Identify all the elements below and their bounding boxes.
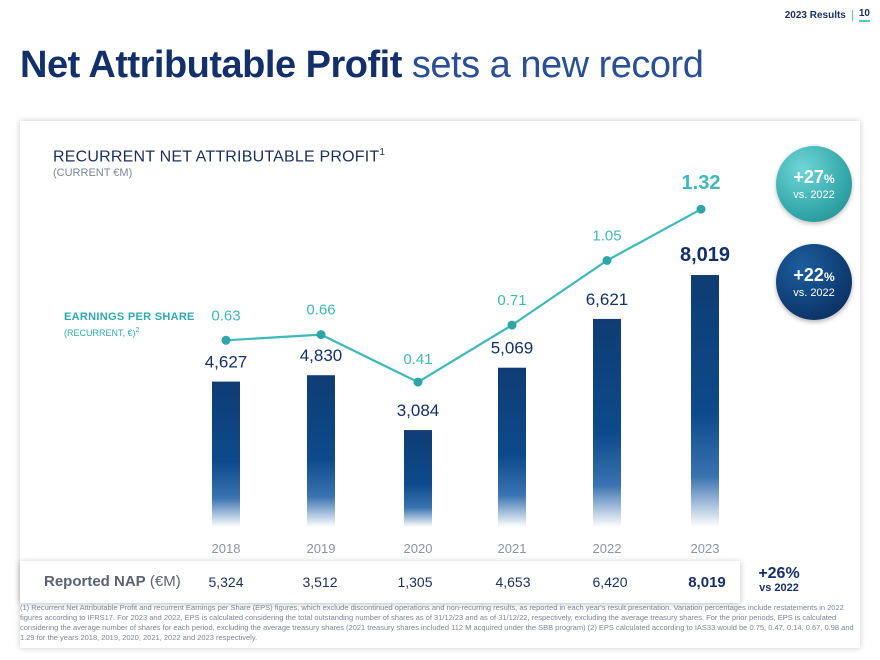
reported-nap-value: 4,653 [495,574,531,590]
bar-value-label: 3,084 [397,401,440,420]
bar-value-label: 4,627 [205,353,248,372]
eps-point [507,320,517,330]
bar-series [212,275,719,527]
page-title-light: sets a new record [411,44,704,86]
eps-value-label: 1.32 [682,172,721,194]
bar [212,381,240,527]
bar [593,318,621,527]
x-tick-label: 2019 [307,541,336,556]
section-label: 2023 Results [784,9,846,21]
page-title: Net Attributable Profit sets a new recor… [20,44,704,87]
nap-growth-caption: vs. 2022 [793,286,835,299]
bar [691,275,719,527]
eps-growth-value: +27 [793,166,824,187]
reported-nap-strip [20,561,740,603]
nap-growth-value-row: +22% [793,265,834,287]
eps-growth-unit: % [823,171,835,186]
reported-nap-label-unit: (€M) [145,573,181,590]
reported-nap-value-latest: 8,019 [688,574,726,591]
chart-title: RECURRENT NET ATTRIBUTABLE PROFIT1 [53,147,385,166]
bar [404,430,432,527]
bar-value-label: 6,621 [586,290,629,309]
eps-value-label: 0.71 [497,292,526,309]
page-title-bold: Net Attributable Profit [20,44,402,86]
eps-legend-label: EARNINGS PER SHARE [64,311,195,323]
eps-growth-badge: +27% vs. 2022 [776,146,852,222]
eps-point [602,256,612,265]
nap-growth-badge: +22% vs. 2022 [776,244,852,320]
reported-nap-value: 5,324 [208,574,244,590]
eps-value-label: 0.63 [211,307,240,324]
eps-point [696,204,706,214]
x-axis-ticks: 2018 2019 2020 2021 2022 2023 [212,541,720,556]
bar-value-label: 4,830 [300,346,343,365]
x-tick-label: 2021 [498,541,527,556]
eps-line [225,208,702,384]
bar-labels: 4,627 4,830 3,084 5,069 6,621 8,019 [205,244,730,420]
chart-panel: RECURRENT NET ATTRIBUTABLE PROFIT1 (CURR… [20,121,860,648]
reported-nap-label-bold: Reported NAP [44,573,146,590]
eps-growth-value-row: +27% [793,167,834,189]
meta-divider [851,9,853,21]
eps-legend-sublabel-text: (RECURRENT, €) [64,328,136,338]
eps-legend-sublabel: (RECURRENT, €)2 [64,327,139,338]
reported-nap-value: 3,512 [302,574,338,590]
eps-point [221,335,231,345]
eps-value-label: 1.05 [592,228,621,245]
reported-nap-label: Reported NAP (€M) [44,573,181,590]
page-meta: 2023 Results 10 [785,8,870,22]
eps-point [413,377,423,387]
chart-subtitle: (CURRENT €M) [53,167,133,179]
chart-title-text: RECURRENT NET ATTRIBUTABLE PROFIT [53,148,380,166]
bar-value-label: 8,019 [680,244,730,266]
page-number: 10 [858,8,870,22]
eps-value-label: 0.66 [306,302,335,319]
x-tick-label: 2023 [691,541,720,556]
eps-point [316,330,326,340]
eps-value-label: 0.41 [403,351,432,368]
x-tick-label: 2018 [212,541,241,556]
reported-nap-growth-caption: vs 2022 [759,582,799,594]
nap-growth-unit: % [823,269,835,284]
eps-labels: 0.63 0.66 0.41 0.71 1.05 1.32 [211,172,720,368]
eps-line-series [221,204,706,387]
x-tick-label: 2020 [404,541,433,556]
reported-nap-growth: +26% vs 2022 [757,565,801,594]
eps-legend-footnote-ref: 2 [135,327,140,334]
x-tick-label: 2022 [593,541,622,556]
footnote: (1) Recurrent Net Attributable Profit an… [20,603,854,642]
reported-nap-growth-value: +26% [758,565,800,582]
bar-value-label: 5,069 [491,339,534,358]
reported-nap-value: 6,420 [592,574,628,590]
eps-growth-caption: vs. 2022 [793,188,835,201]
reported-nap-value: 1,305 [397,574,433,590]
bar [498,367,526,527]
nap-growth-value: +22 [793,264,824,285]
bar [307,375,335,527]
chart-title-footnote-ref: 1 [379,147,386,158]
